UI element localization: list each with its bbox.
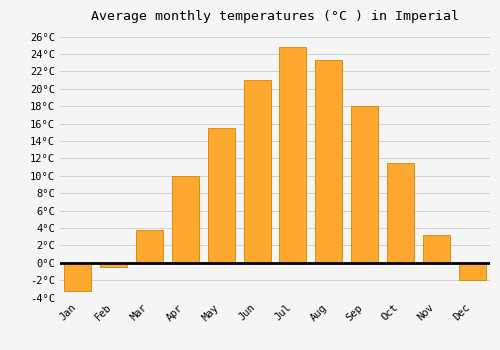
Bar xyxy=(136,230,163,263)
Bar xyxy=(458,263,485,280)
Bar xyxy=(387,163,414,263)
Bar xyxy=(100,263,127,267)
Bar xyxy=(351,106,378,263)
Bar xyxy=(64,263,92,292)
Bar xyxy=(244,80,270,263)
Bar xyxy=(280,47,306,263)
Bar xyxy=(316,60,342,263)
Bar xyxy=(423,235,450,263)
Bar xyxy=(172,176,199,263)
Bar xyxy=(208,128,234,263)
Title: Average monthly temperatures (°C ) in Imperial: Average monthly temperatures (°C ) in Im… xyxy=(91,10,459,23)
